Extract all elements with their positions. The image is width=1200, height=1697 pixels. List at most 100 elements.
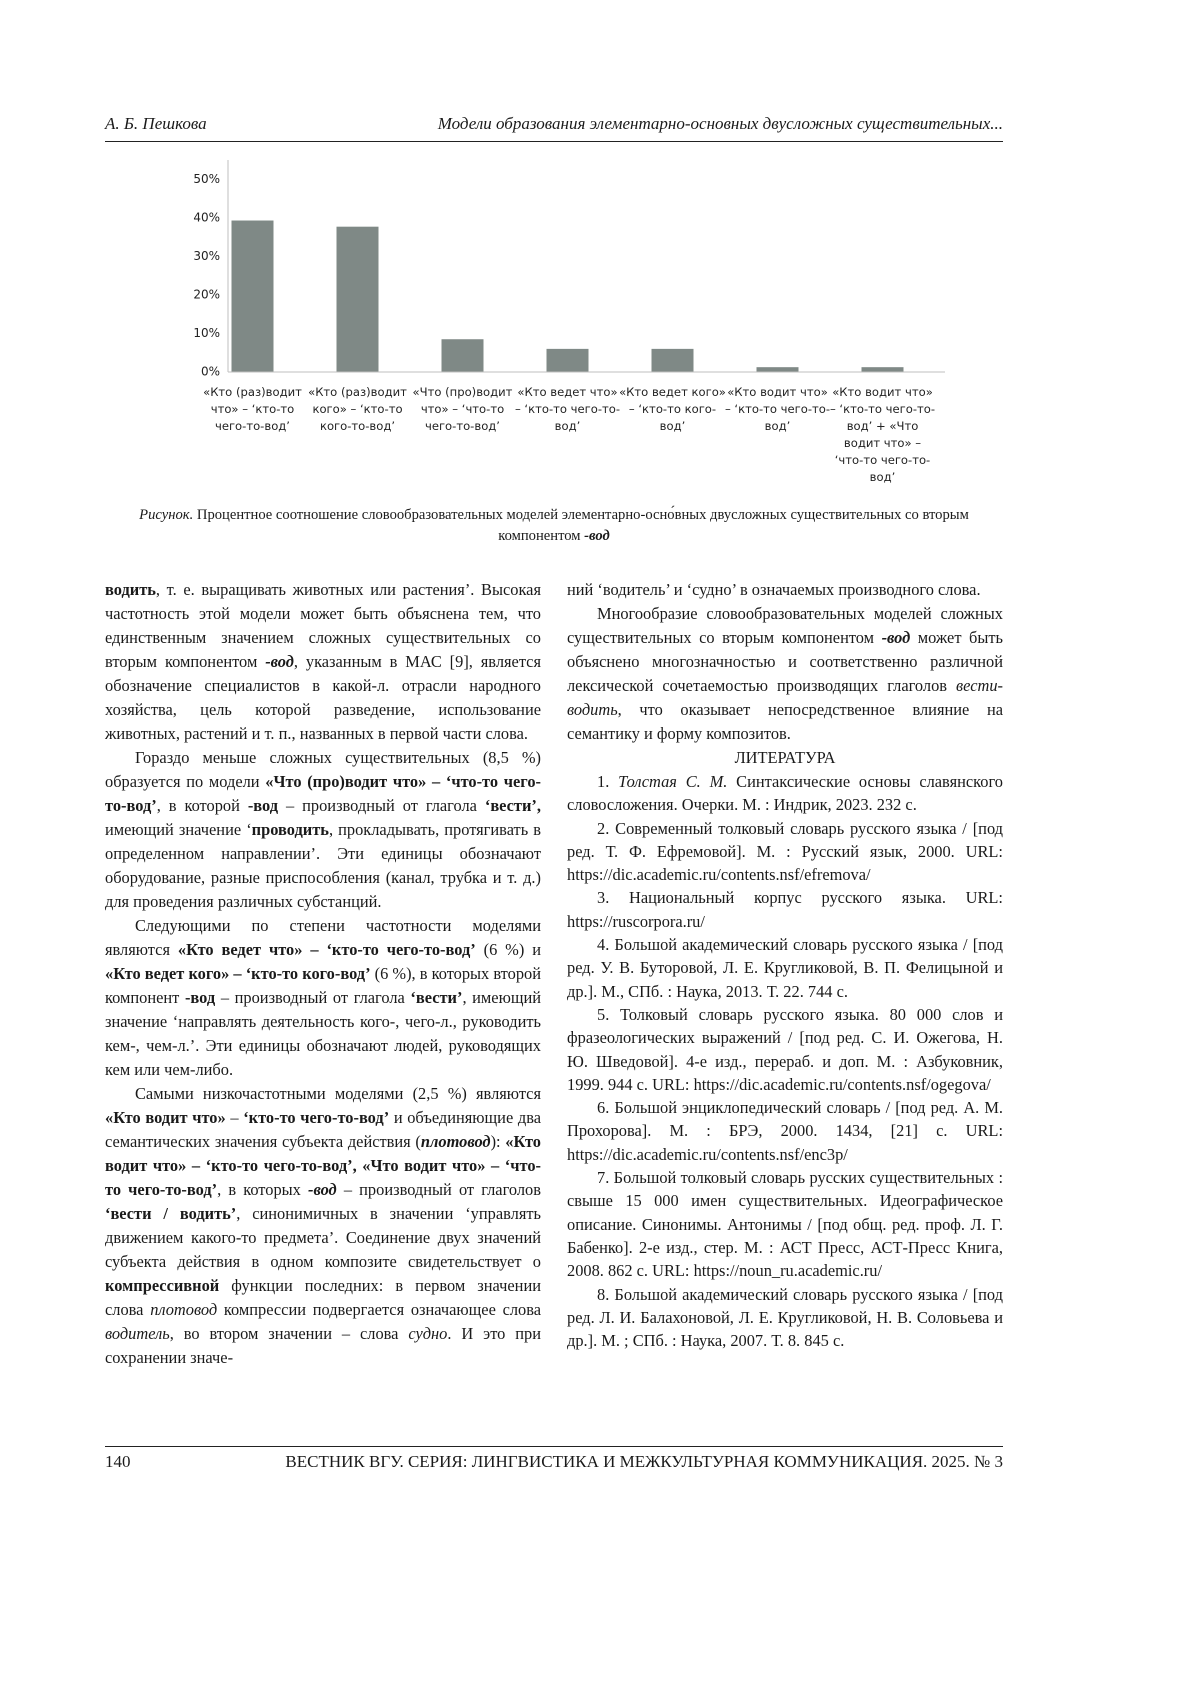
- bold-text: компрессивной: [105, 1276, 220, 1295]
- bold-text: водить: [105, 580, 156, 599]
- bold-italic-text: -вод: [584, 528, 610, 544]
- chart: 0% 10% 20% 30% 40% 50% «Кто (раз)водит что» –…: [0, 150, 1200, 500]
- text-run: –: [225, 1108, 244, 1127]
- references-title: ЛИТЕРАТУРА: [734, 748, 836, 767]
- bold-italic-text: -вод: [265, 652, 294, 671]
- bold-text: ‘вести’,: [484, 796, 541, 815]
- text-run: , имеющий значение ‘направлять деятельно…: [105, 988, 541, 1079]
- x-tick-label: «Кто (раз)водит кого» – ‘кто-то кого-то-…: [308, 385, 407, 433]
- x-tick-label: «Кто ведет кого» – ‘кто-то кого-вод’: [619, 385, 726, 433]
- italic-text: Толстая С. М.: [618, 772, 728, 791]
- paragraph: Гораздо меньше сложных существительных (…: [105, 746, 541, 914]
- x-tick-label: «Что (про)водит что» – ‘что-то чего-то-в…: [412, 385, 513, 433]
- bold-text: «Кто водит что»: [105, 1108, 226, 1127]
- x-tick-label: «Кто водит что» – ‘кто-то чего-то-вод’: [724, 385, 831, 433]
- bold-text: «Кто водит что» – ‘кто-то чего-то-вод’, …: [105, 1132, 541, 1199]
- left-column: водить, т. е. выращивать животных или ра…: [105, 578, 541, 1370]
- paragraph: Многообразие словообразовательных моделе…: [567, 602, 1003, 746]
- reference: 7. Большой толковый словарь русских суще…: [567, 1166, 1003, 1282]
- text-run: 6. Большой энциклопедический словарь / […: [567, 1098, 1003, 1164]
- text-run: 2. Современный толковый словарь русского…: [567, 818, 1003, 885]
- text-run: , прокладывать, протягивать в определенн…: [105, 820, 542, 911]
- bold-italic-text: плотовод: [420, 1132, 491, 1151]
- text-run: ний ‘водитель’ и ‘судно’ в означаемых пр…: [567, 580, 981, 599]
- y-tick-label: 0%: [201, 365, 220, 379]
- header-title: Модели образования элементарно-основных …: [437, 114, 1003, 133]
- footer-rule: [105, 1446, 1003, 1447]
- bold-text: «Кто ведет что» – ‘кто-то чего-то-вод’: [177, 940, 476, 959]
- text-run: – производный от глагола: [215, 988, 411, 1007]
- page-number: 140: [105, 1452, 131, 1471]
- bar: [651, 348, 694, 372]
- y-tick-label: 50%: [193, 172, 220, 186]
- bar: [861, 367, 904, 372]
- bar: [546, 348, 589, 372]
- reference: 8. Большой академический словарь русског…: [567, 1283, 1003, 1353]
- text-run: , указанным в МАС [9], является обозначе…: [105, 652, 541, 743]
- paragraph: Самыми низкочастотными моделями (2,5 %) …: [105, 1082, 541, 1370]
- text-run: Следующими по степени частотности моделя…: [105, 916, 541, 959]
- bold-text: «Кто ведет кого» – ‘кто-то кого-вод’: [105, 964, 371, 983]
- text-run: и объединяющие два семантических значени…: [105, 1108, 541, 1151]
- italic-text: плотовод: [150, 1300, 218, 1319]
- text-run: (6 %) и: [475, 940, 541, 959]
- text-run: – производный от глагола: [278, 796, 485, 815]
- reference: 6. Большой энциклопедический словарь / […: [567, 1096, 1003, 1166]
- text-run: компрессии подвергается означающее слова: [217, 1300, 542, 1319]
- text-run: Самыми низкочастотными моделями (2,5 %) …: [135, 1084, 541, 1103]
- x-tick-label: «Кто ведет что» – ‘кто-то чего-то-вод’: [514, 385, 621, 433]
- italic-text: вести-водить: [567, 676, 1003, 719]
- text-run: 1.: [597, 772, 619, 791]
- text-run: , в которых: [217, 1180, 308, 1199]
- figure-caption: Рисунок. Процентное соотношение словообр…: [105, 505, 1003, 547]
- bold-text: -вод: [184, 988, 216, 1007]
- y-tick-label: 10%: [193, 326, 220, 340]
- text-run: 8. Большой академический словарь русског…: [567, 1284, 1003, 1351]
- paragraph: водить, т. е. выращивать животных или ра…: [105, 578, 541, 746]
- bold-text: ‘вести / водить’: [105, 1204, 237, 1223]
- reference: 3. Национальный корпус русского языка. U…: [567, 886, 1003, 933]
- text-run: имеющий значение ‘: [105, 820, 252, 839]
- text-run: , в которой: [156, 796, 248, 815]
- text-run: 4. Большой академический словарь русског…: [567, 935, 1003, 1001]
- text-run: 7. Большой толковый словарь русских суще…: [567, 1168, 1003, 1281]
- bold-text: ‘вести’: [410, 988, 463, 1007]
- text-run: Процентное соотношение словообразователь…: [193, 507, 969, 544]
- paragraph: ний ‘водитель’ и ‘судно’ в означаемых пр…: [567, 578, 1003, 602]
- reference: 2. Современный толковый словарь русского…: [567, 817, 1003, 887]
- reference: 4. Большой академический словарь русског…: [567, 933, 1003, 1003]
- text-run: , во втором значении – слова: [169, 1324, 409, 1343]
- header-rule: [105, 141, 1003, 142]
- reference: 5. Толковый словарь русского языка. 80 0…: [567, 1003, 1003, 1096]
- text-run: ):: [490, 1132, 506, 1151]
- text-run: 5. Толковый словарь русского языка. 80 0…: [567, 1004, 1003, 1094]
- y-tick-label: 20%: [193, 287, 220, 301]
- bar: [756, 367, 799, 372]
- text-run: функции последних: в первом значении сло…: [105, 1276, 541, 1319]
- text-run: (6 %), в которых второй компонент: [105, 964, 541, 1007]
- reference: 1. Толстая С. М. Синтаксические основы с…: [567, 770, 1003, 817]
- bold-text: «Что (про)водит что» – ‘что-то чего-то-в…: [105, 772, 541, 815]
- text-run: Гораздо меньше сложных существительных (…: [105, 748, 541, 791]
- header-author: А. Б. Пешкова: [105, 114, 207, 133]
- bold-text: -вод: [247, 796, 279, 815]
- y-tick-label: 30%: [193, 249, 220, 263]
- bold-text: проводить: [251, 820, 329, 839]
- text-run: , синонимичных в значении ‘управлять дви…: [105, 1204, 541, 1271]
- text-run: , что оказывает непосредственное влияние…: [567, 700, 1003, 743]
- text-run: Многообразие словообразовательных моделе…: [567, 604, 1003, 647]
- y-tick-label: 40%: [193, 210, 220, 224]
- bar: [231, 220, 274, 372]
- text-run: 3. Национальный корпус русского языка. U…: [567, 888, 1003, 931]
- chart-plot: 0% 10% 20% 30% 40% 50%: [193, 160, 945, 379]
- text-run: , т. е. выращивать животных или растения…: [105, 580, 541, 671]
- bar: [441, 339, 484, 372]
- x-tick-label: «Кто водит что» – ‘кто-то чего-то-вод’ +…: [829, 385, 936, 484]
- right-column: ний ‘водитель’ и ‘судно’ в означаемых пр…: [567, 578, 1003, 1352]
- bold-text: ‘кто-то чего-то-вод’: [243, 1108, 390, 1127]
- text-run: может быть объяснено многозначностью и с…: [567, 628, 1003, 695]
- italic-text: судно: [408, 1324, 448, 1343]
- text-run: Синтаксические основы славянского словос…: [567, 772, 1004, 815]
- bold-italic-text: -вод: [881, 628, 911, 647]
